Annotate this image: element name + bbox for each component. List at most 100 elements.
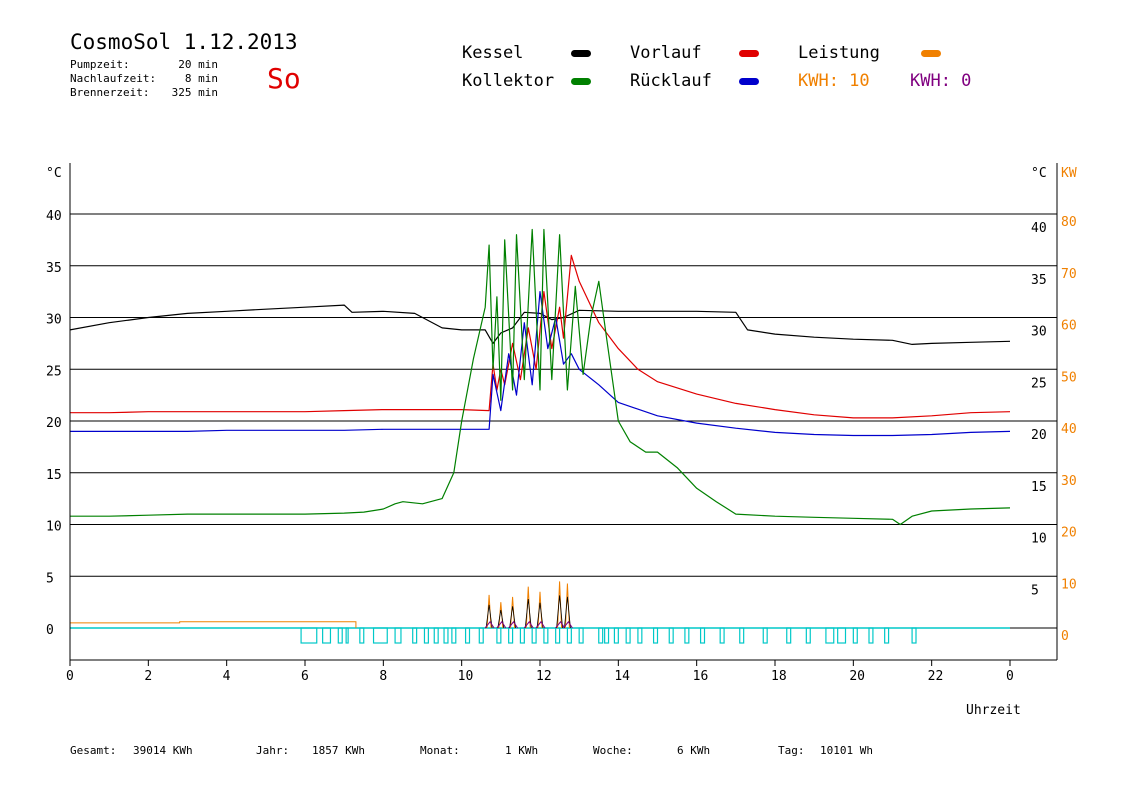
- x-tick-label: 20: [849, 669, 865, 684]
- pump-pulse: [613, 627, 619, 644]
- legend-vorlauf: Vorlauf: [630, 43, 702, 63]
- y-tick-label-power: 30: [1061, 474, 1077, 489]
- legend-ruecklauf: Rücklauf: [630, 71, 712, 91]
- pump-pulse: [652, 627, 659, 644]
- pump-pulse: [531, 627, 537, 644]
- leistung-spike-inner: [564, 596, 571, 629]
- pump-pulse: [372, 627, 388, 644]
- y-axis-label-left: °C: [46, 166, 62, 181]
- y-axis-label-right: °C: [1031, 166, 1047, 181]
- y-tick-label-power: 70: [1061, 267, 1077, 282]
- y-axis-label-power: KW: [1061, 166, 1077, 181]
- pump-pulse: [464, 627, 471, 644]
- footer-jahr-value: 1857 KWh: [312, 744, 365, 757]
- brennerzeit-label: Brennerzeit:: [70, 86, 150, 99]
- legend-vorlauf-swatch: [739, 50, 759, 57]
- kwh2-bump: [555, 620, 566, 629]
- pump-pulse: [911, 627, 917, 644]
- y-tick-label-power: 60: [1061, 319, 1077, 334]
- legend-kwh-1: KWH: 10: [798, 71, 870, 91]
- pump-pulse: [423, 627, 429, 644]
- y-tick-label-left: 30: [46, 313, 62, 328]
- pump-pulse: [884, 627, 890, 644]
- x-tick-label: 18: [771, 669, 787, 684]
- pump-pulse: [837, 627, 847, 644]
- footer-tag-label: Tag:: [778, 744, 805, 757]
- pump-pulse: [719, 627, 725, 644]
- pumpzeit-label: Pumpzeit:: [70, 58, 130, 71]
- legend-leistung: Leistung: [798, 43, 880, 63]
- legend-kessel-swatch: [571, 50, 591, 57]
- pump-pulse: [566, 627, 572, 644]
- pump-pulse: [555, 627, 561, 644]
- y-tick-label-left: 40: [46, 209, 62, 224]
- y-tick-label-left: 35: [46, 261, 62, 276]
- pump-pulse: [496, 627, 502, 644]
- pump-pulse: [433, 627, 439, 644]
- y-tick-label-right: 5: [1031, 583, 1039, 598]
- x-tick-label: 22: [928, 669, 944, 684]
- pump-pulse: [684, 627, 690, 644]
- y-tick-label-right: 25: [1031, 376, 1047, 391]
- kwh2-bump: [523, 620, 534, 629]
- kwh-ramp-line: [70, 621, 357, 628]
- footer-jahr-label: Jahr:: [256, 744, 290, 757]
- pump-pulse: [604, 627, 610, 644]
- legend-leistung-swatch: [921, 50, 941, 57]
- y-tick-label-left: 5: [46, 571, 54, 586]
- y-tick-label-right: 40: [1031, 221, 1047, 236]
- series-line-kollektor: [70, 228, 1011, 526]
- pump-pulse: [337, 627, 343, 644]
- kwh2-bump: [535, 620, 546, 629]
- y-tick-label-left: 20: [46, 416, 62, 431]
- kwh2-bump: [563, 620, 573, 629]
- x-tick-label: 0: [66, 669, 74, 684]
- x-tick-label: 2: [144, 669, 152, 684]
- pump-pulse: [699, 627, 706, 644]
- y-tick-label-right: 15: [1031, 480, 1047, 495]
- leistung-spike: [564, 583, 570, 629]
- nachlaufzeit-label: Nachlaufzeit:: [70, 72, 157, 85]
- series-line-vorlauf: [70, 254, 1011, 419]
- footer-woche-label: Woche:: [593, 744, 633, 757]
- kwh2-bump: [496, 620, 507, 629]
- pump-pulse: [478, 627, 484, 644]
- x-tick-label: 12: [536, 669, 552, 684]
- y-tick-label-power: 0: [1061, 629, 1069, 644]
- y-tick-label-left: 0: [46, 623, 54, 638]
- y-tick-label-power: 10: [1061, 577, 1077, 592]
- brennerzeit-value: 325 min: [171, 86, 218, 99]
- x-tick-label: 0: [1006, 669, 1014, 684]
- legend-kessel: Kessel: [462, 43, 524, 63]
- series-line-kessel: [69, 304, 1011, 345]
- pump-pulse: [543, 627, 549, 644]
- y-tick-label-right: 30: [1031, 325, 1047, 340]
- footer-tag-value: 10101 Wh: [820, 744, 873, 757]
- leistung-spike-inner: [509, 606, 516, 629]
- y-tick-label-power: 50: [1061, 370, 1077, 385]
- legend-ruecklauf-swatch: [739, 78, 759, 85]
- pump-pulse: [625, 627, 631, 644]
- footer-monat-value: 1 KWh: [505, 744, 539, 757]
- pump-pulse: [868, 627, 874, 644]
- pump-pulse: [825, 627, 835, 644]
- legend-kwh-2: KWH: 0: [910, 71, 972, 91]
- pump-pulse: [852, 627, 858, 644]
- x-tick-label: 4: [223, 669, 231, 684]
- pump-pulse: [762, 627, 768, 644]
- pump-pulse: [443, 627, 449, 644]
- pump-pulse: [508, 627, 514, 644]
- pump-pulse: [519, 627, 525, 644]
- x-tick-label: 14: [614, 669, 630, 684]
- pump-pulse: [412, 627, 418, 644]
- footer-monat-label: Monat:: [420, 744, 460, 757]
- x-axis-label: Uhrzeit: [966, 703, 1021, 718]
- pump-pulse: [637, 627, 643, 644]
- nachlaufzeit-value: 8 min: [184, 72, 218, 85]
- pumpzeit-value: 20 min: [178, 58, 218, 71]
- pump-pulse: [451, 627, 457, 644]
- x-tick-label: 8: [379, 669, 387, 684]
- y-tick-label-power: 40: [1061, 422, 1077, 437]
- y-tick-label-left: 15: [46, 468, 62, 483]
